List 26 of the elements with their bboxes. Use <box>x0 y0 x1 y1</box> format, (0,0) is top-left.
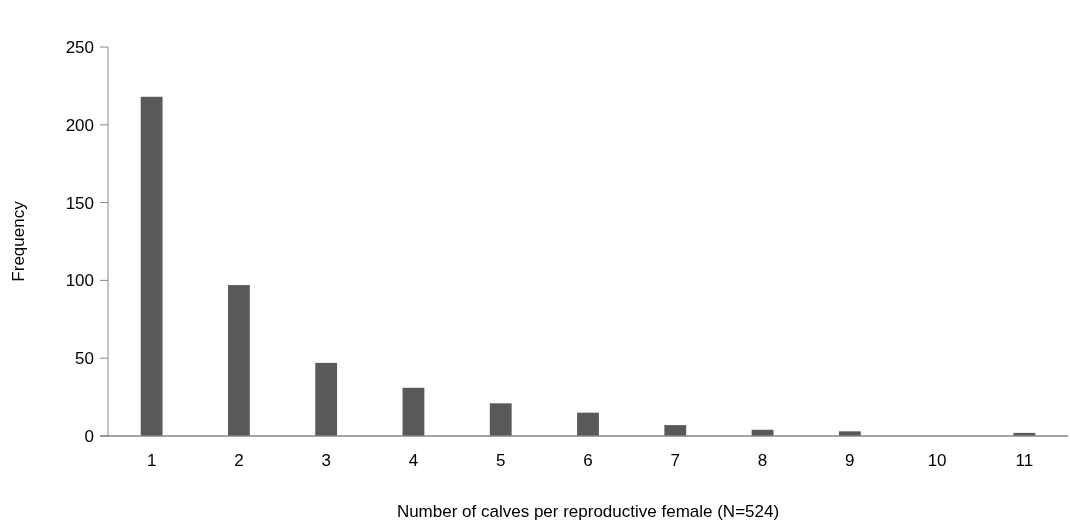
x-tick-label: 2 <box>234 451 244 470</box>
x-tick-label: 11 <box>1015 451 1034 470</box>
x-tick-label: 8 <box>757 451 768 470</box>
y-tick-label: 150 <box>65 193 94 213</box>
y-tick-label: 0 <box>84 426 94 446</box>
y-tick-label: 50 <box>75 349 94 369</box>
x-tick-label: 5 <box>495 451 506 470</box>
bar <box>140 96 163 436</box>
y-axis-title: Frequency <box>9 200 28 282</box>
x-tick-label: 9 <box>845 451 855 470</box>
x-tick-label: 10 <box>927 451 947 470</box>
bar <box>402 387 425 436</box>
x-tick-label: 1 <box>146 451 157 470</box>
bar <box>228 285 250 436</box>
x-tick-label: 4 <box>408 451 419 470</box>
x-tick-label: 7 <box>670 451 681 470</box>
bar <box>489 403 512 436</box>
x-axis-title: Number of calves per reproductive female (N=524) <box>396 502 780 521</box>
y-tick-label: 100 <box>65 271 94 291</box>
x-tick-label: 6 <box>583 451 593 470</box>
bar <box>664 425 687 436</box>
bar <box>577 412 599 436</box>
bar <box>315 362 338 436</box>
y-tick-label: 250 <box>65 37 94 57</box>
y-tick-label: 200 <box>65 115 94 135</box>
x-tick-label: 3 <box>321 451 331 470</box>
